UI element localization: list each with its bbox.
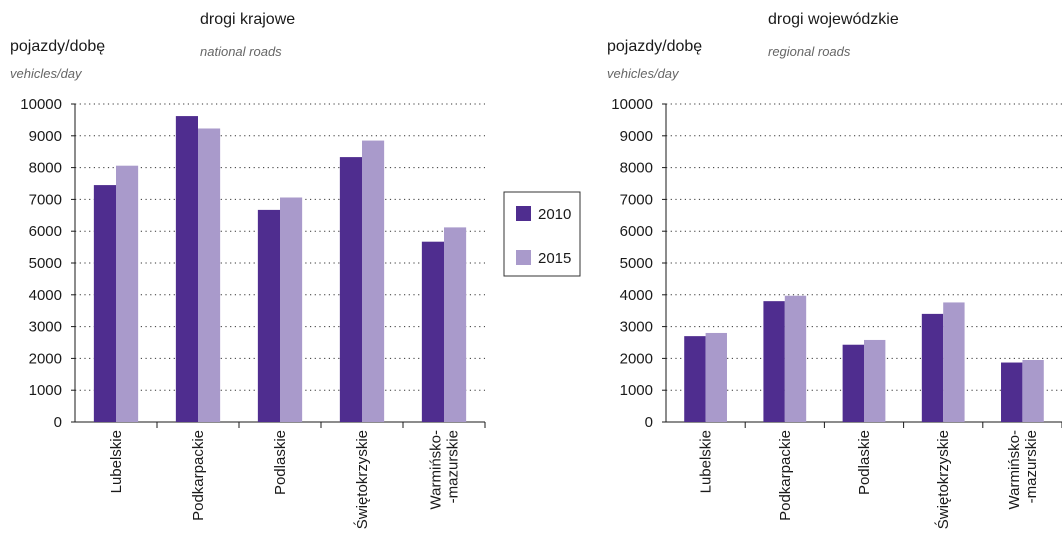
bar-2010 (421, 241, 444, 422)
x-tick-label: Świętokrzyskie (934, 430, 952, 529)
bar-2015 (116, 165, 139, 422)
chart-1-title: drogi krajowe (200, 11, 295, 28)
chart-2-ylabel-en: vehicles/day (607, 66, 680, 81)
x-tick-label: Lubelskie (108, 430, 125, 493)
legend: 2010 2015 (503, 191, 581, 277)
y-tick-label: 7000 (620, 191, 653, 208)
y-tick-label: 4000 (620, 287, 653, 304)
chart-2-title: drogi wojewódzkie (768, 11, 899, 28)
x-tick-label: Podkarpackie (777, 430, 794, 521)
chart-national-roads: 0 1000 2000 3000 4000 5000 6000 7000 8000 9000 100… (20, 96, 486, 529)
x-tick-label: Podlaskie (856, 430, 873, 495)
bar-2010 (921, 313, 944, 422)
bar-2015 (705, 332, 727, 422)
bar-2015 (444, 227, 467, 422)
y-tick-label: 2000 (29, 350, 62, 367)
bar-2015 (943, 302, 965, 422)
y-tick-label: 5000 (620, 255, 653, 272)
legend-swatch-2015 (516, 250, 531, 265)
bar-2010 (257, 209, 280, 422)
bar-2015 (864, 339, 886, 422)
x-tick-label: -mazurskie (445, 430, 462, 503)
y-tick-label: 0 (645, 414, 653, 431)
bar-2010 (684, 336, 706, 422)
y-tick-label: 1000 (29, 382, 62, 399)
x-tick-label: Podlaskie (272, 430, 289, 495)
bar-2015 (198, 128, 221, 422)
legend-swatch-2010 (516, 206, 531, 221)
y-tick-label: 9000 (620, 128, 653, 145)
y-tick-label: 9000 (29, 128, 62, 145)
chart-regional-roads: 0 1000 2000 3000 4000 5000 6000 7000 8000 9000 100… (611, 96, 1062, 529)
bar-2010 (1001, 362, 1023, 422)
y-tick-label: 1000 (620, 382, 653, 399)
y-tick-label: 10000 (611, 96, 653, 113)
bar-2015 (784, 295, 807, 422)
bar-2010 (175, 116, 198, 423)
y-tick-label: 8000 (620, 160, 653, 177)
y-tick-label: 10000 (20, 96, 62, 113)
y-tick-label: 4000 (29, 287, 62, 304)
chart-1-subtitle: national roads (200, 44, 282, 59)
x-tick-label: -mazurskie (1023, 430, 1040, 503)
y-tick-label: 6000 (620, 223, 653, 240)
chart-2-ylabel: pojazdy/dobę (607, 38, 702, 55)
y-tick-label: 7000 (29, 191, 62, 208)
chart-1-ylabel-en: vehicles/day (10, 66, 83, 81)
bar-2010 (763, 301, 785, 422)
y-tick-label: 2000 (620, 350, 653, 367)
legend-label-2010: 2010 (538, 206, 571, 223)
bar-2015 (280, 197, 303, 422)
y-tick-label: 3000 (29, 319, 62, 336)
y-tick-label: 5000 (29, 255, 62, 272)
x-tick-label: Podkarpackie (190, 430, 207, 521)
bar-2010 (339, 157, 362, 422)
bar-2010 (93, 185, 116, 422)
bar-2010 (842, 344, 864, 422)
bar-2015 (362, 140, 385, 422)
chart-1-ylabel: pojazdy/dobę (10, 38, 105, 55)
y-tick-label: 6000 (29, 223, 62, 240)
bar-2015 (1022, 359, 1044, 422)
x-tick-label: Świętokrzyskie (353, 430, 371, 529)
legend-label-2015: 2015 (538, 250, 571, 267)
x-tick-label: Warmińsko- (428, 430, 445, 509)
y-tick-label: 8000 (29, 160, 62, 177)
chart-2-subtitle: regional roads (768, 44, 851, 59)
y-tick-label: 3000 (620, 319, 653, 336)
x-tick-label: Lubelskie (698, 430, 715, 493)
x-tick-label: Warmińsko- (1006, 430, 1023, 509)
y-tick-label: 0 (54, 414, 62, 431)
